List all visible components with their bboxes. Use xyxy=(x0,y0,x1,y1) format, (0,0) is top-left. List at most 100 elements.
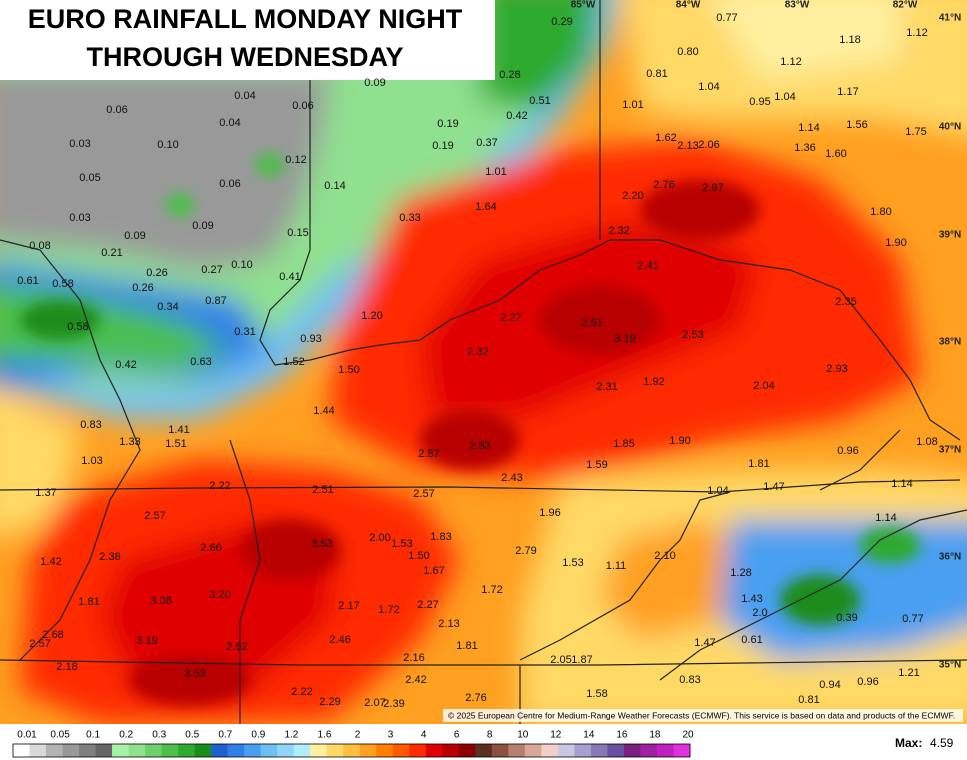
legend-label: 4 xyxy=(421,730,427,741)
rain-label: 2.53 xyxy=(682,329,703,341)
rain-label: 0.10 xyxy=(157,139,178,151)
legend-label: 16 xyxy=(616,730,628,741)
rain-label: 0.80 xyxy=(677,46,698,58)
rain-label: 0.09 xyxy=(124,230,145,242)
rain-label: 2.31 xyxy=(596,381,617,393)
latitude-label: 38°N xyxy=(939,337,961,348)
credit: © 2025 European Centre for Medium-Range … xyxy=(448,710,955,720)
rain-label: 0.19 xyxy=(432,140,453,152)
rain-label: 3.53 xyxy=(184,668,205,680)
rain-label: 0.77 xyxy=(902,613,923,625)
rain-label: 1.43 xyxy=(741,593,762,605)
rain-label: 2.79 xyxy=(515,545,536,557)
rain-label: 1.44 xyxy=(313,405,334,417)
legend-label: 1.6 xyxy=(317,730,331,741)
latitude-label: 41°N xyxy=(939,13,961,24)
rain-label: 1.51 xyxy=(165,438,186,450)
rain-label: 2.42 xyxy=(405,674,426,686)
legend-swatch xyxy=(508,744,526,757)
rain-label: 3.08 xyxy=(150,595,171,607)
legend-swatch xyxy=(310,744,328,757)
rain-label: 1.59 xyxy=(586,459,607,471)
legend-label: 0.3 xyxy=(152,730,166,741)
max-label: Max: xyxy=(895,736,922,750)
rain-label: 1.08 xyxy=(916,436,937,448)
rain-label: 0.04 xyxy=(219,117,240,129)
rain-label: 1.03 xyxy=(81,455,102,467)
rain-label: 0.96 xyxy=(837,445,858,457)
rain-label: 0.19 xyxy=(437,118,458,130)
rain-label: 1.67 xyxy=(423,565,444,577)
title-line: EURO RAINFALL MONDAY NIGHT xyxy=(28,4,463,34)
legend-swatch xyxy=(458,744,476,757)
rain-label: 0.51 xyxy=(529,95,550,107)
rain-label: 0.15 xyxy=(287,227,308,239)
legend-swatch xyxy=(29,744,47,757)
rain-label: 1.21 xyxy=(898,667,919,679)
rain-label: 2.87 xyxy=(418,448,439,460)
rain-label: 1.60 xyxy=(825,148,846,160)
latitude-label: 37°N xyxy=(939,445,961,456)
rain-label: 0.03 xyxy=(69,212,90,224)
max-value: 4.59 xyxy=(930,736,954,750)
rain-label: 0.94 xyxy=(819,679,840,691)
rain-label: 0.95 xyxy=(749,96,770,108)
legend-swatch xyxy=(376,744,394,757)
rain-label: 1.14 xyxy=(891,478,912,490)
title-box xyxy=(0,0,495,80)
legend-swatch xyxy=(409,744,427,757)
rain-label: 0.42 xyxy=(506,110,527,122)
rain-label: 0.08 xyxy=(29,240,50,252)
legend-label: 0.5 xyxy=(185,730,199,741)
rain-label: 2.57 xyxy=(413,488,434,500)
legend-swatch xyxy=(574,744,592,757)
rain-label: 2.57 xyxy=(144,510,165,522)
rain-label: 0.31 xyxy=(234,326,255,338)
rain-label: 1.52 xyxy=(283,356,304,368)
rain-label: 1.47 xyxy=(694,637,715,649)
rain-label: 0.12 xyxy=(285,154,306,166)
rain-label: 0.42 xyxy=(115,359,136,371)
rain-label: 2.83 xyxy=(469,440,490,452)
legend-label: 12 xyxy=(550,730,562,741)
rain-label: 2.13 xyxy=(438,618,459,630)
legend-label: 0.2 xyxy=(119,730,133,741)
rain-label: 1.96 xyxy=(539,507,560,519)
rain-label: 2.22 xyxy=(291,686,312,698)
rain-label: 0.10 xyxy=(231,259,252,271)
rain-label: 2.22 xyxy=(209,480,230,492)
rain-label: 1.12 xyxy=(906,27,927,39)
rain-label: 1.14 xyxy=(875,512,896,524)
rain-label: 3.20 xyxy=(209,589,230,601)
longitude-label: 84°W xyxy=(676,0,701,11)
legend-swatch xyxy=(161,744,179,757)
rain-label: 1.28 xyxy=(730,567,751,579)
rain-label: 0.27 xyxy=(201,264,222,276)
rain-label: 1.04 xyxy=(774,91,795,103)
legend-swatch xyxy=(392,744,410,757)
rain-label: 2.16 xyxy=(403,652,424,664)
rain-label: 1.53 xyxy=(562,557,583,569)
rain-label: 1.47 xyxy=(763,481,784,493)
rain-label: 2.57 xyxy=(29,638,50,650)
rain-label: 1.75 xyxy=(905,126,926,138)
rain-label: 2.35 xyxy=(835,296,856,308)
legend-swatch xyxy=(46,744,63,757)
rain-label: 1.90 xyxy=(885,237,906,249)
legend-swatch xyxy=(326,744,344,757)
state-borders xyxy=(0,0,967,724)
rain-label: 3.19 xyxy=(614,333,635,345)
rain-label: 1.56 xyxy=(846,119,867,131)
legend-swatch xyxy=(145,744,162,757)
legend-label: 8 xyxy=(487,730,493,741)
rain-label: 2.29 xyxy=(319,696,340,708)
legend-swatch xyxy=(95,744,113,757)
latitude-label: 36°N xyxy=(939,552,961,563)
rain-label: 0.09 xyxy=(192,220,213,232)
rain-label: 2.04 xyxy=(753,380,774,392)
rain-label: 0.58 xyxy=(67,321,88,333)
rain-label: 0.05 xyxy=(79,172,100,184)
legend-swatch xyxy=(607,744,625,757)
rain-label: 0.06 xyxy=(219,178,240,190)
